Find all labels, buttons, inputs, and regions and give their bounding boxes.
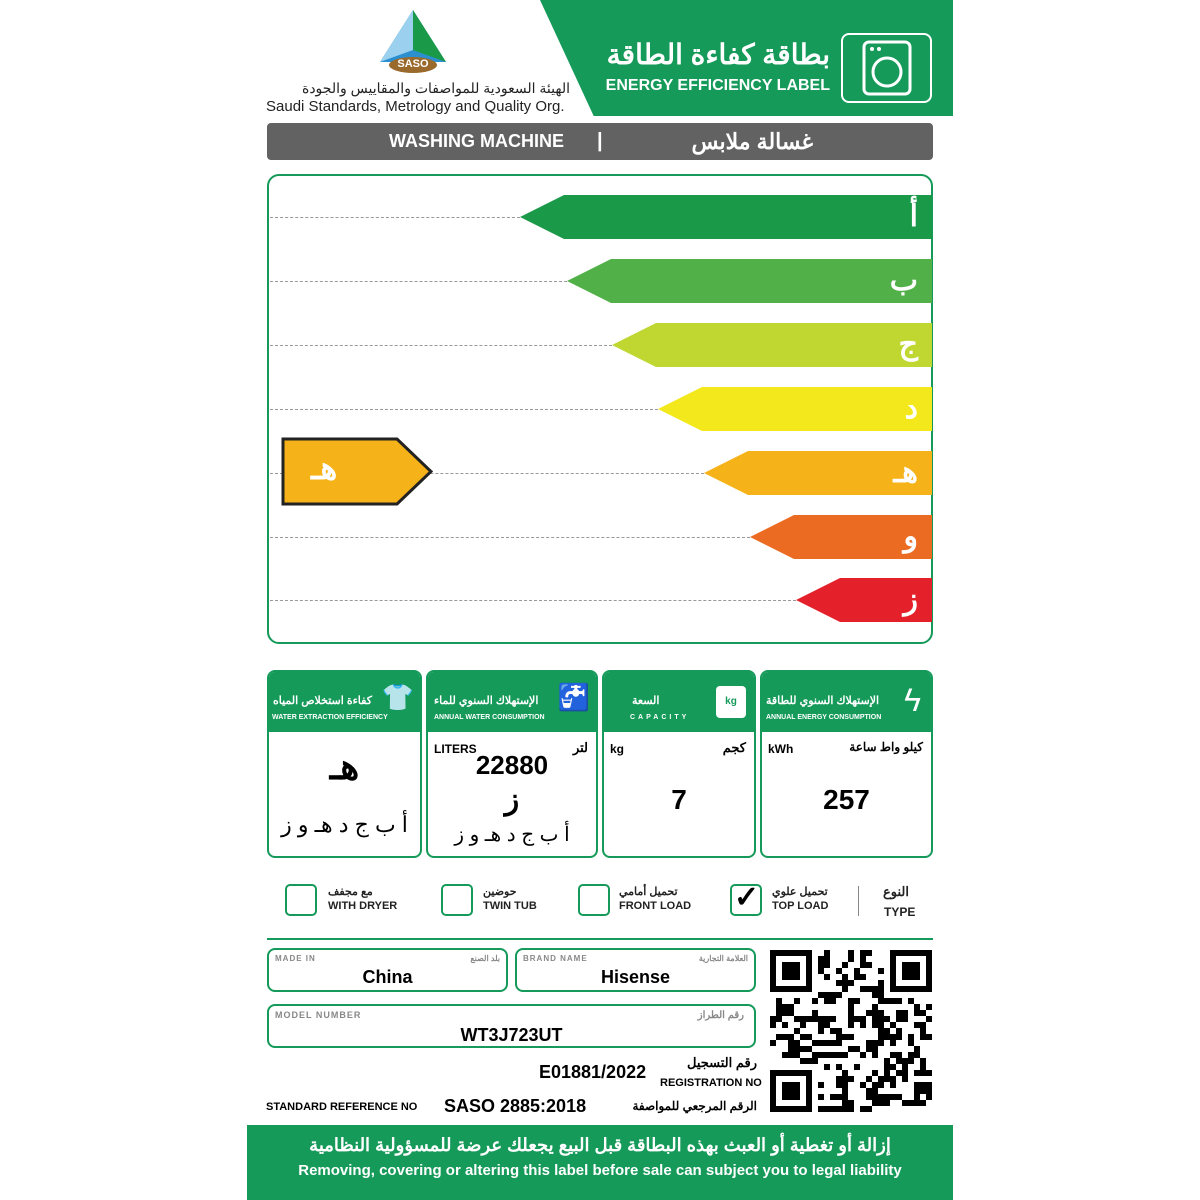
product-name-ar: غسالة ملابس bbox=[691, 128, 813, 154]
water-grade: ز bbox=[504, 783, 520, 816]
type-label-en: TWIN TUB bbox=[483, 900, 537, 912]
qr-code[interactable] bbox=[770, 950, 932, 1112]
type-label-en: TYPE bbox=[884, 905, 916, 919]
type-label-ar: مع مجفف bbox=[328, 886, 373, 898]
shirt-drop-icon: 👕 bbox=[381, 682, 414, 712]
water-scale: أ ب ج د هـ و ز bbox=[454, 824, 570, 846]
legal-footer: إزالة أو تغطية أو العبث بهذه البطاقة قبل… bbox=[247, 1125, 953, 1200]
made-in-field: MADE IN بلد الصنع China bbox=[267, 948, 508, 992]
efficiency-scale bbox=[267, 174, 933, 644]
grade-guide-line bbox=[270, 537, 750, 538]
card-title-ar: الإستهلاك السنوي للطاقة bbox=[766, 695, 880, 707]
standard-label-ar: الرقم المرجعي للمواصفة bbox=[632, 1099, 757, 1113]
label-title-ar: بطاقة كفاءة الطاقة bbox=[606, 39, 830, 70]
grade-guide-line bbox=[270, 281, 567, 282]
tshirt-kg-icon: kg bbox=[716, 686, 746, 718]
card-capacity: السعة CAPACITY kg kg كجم 7 bbox=[602, 670, 756, 858]
type-label-en: WITH DRYER bbox=[328, 900, 398, 912]
registration-label-en: REGISTRATION NO bbox=[660, 1077, 762, 1089]
lightning-icon: ϟ bbox=[904, 682, 921, 718]
check-icon: ✓ bbox=[734, 881, 760, 914]
product-band: WASHING MACHINE | غسالة ملابس bbox=[267, 123, 933, 160]
grade-bar: هـ bbox=[704, 451, 932, 495]
water-value: 22880 bbox=[475, 750, 549, 780]
field-label-ar: رقم الطراز bbox=[697, 1010, 744, 1021]
grade-guide-line bbox=[270, 409, 658, 410]
card-title-ar: السعة bbox=[632, 695, 660, 707]
unit-en: kWh bbox=[768, 742, 794, 756]
grade-guide-line bbox=[270, 217, 520, 218]
field-label-ar: بلد الصنع bbox=[470, 954, 500, 963]
water-tap-icon: 🚰 bbox=[557, 682, 590, 712]
type-checkbox[interactable] bbox=[578, 884, 610, 916]
registration-value: E01881/2022 bbox=[539, 1062, 647, 1082]
type-label-en: FRONT LOAD bbox=[619, 900, 692, 912]
field-label-ar: العلامة التجارية bbox=[698, 954, 748, 963]
grade-guide-line bbox=[270, 600, 796, 601]
field-label-en: MODEL NUMBER bbox=[275, 1010, 362, 1020]
energy-value: 257 bbox=[823, 784, 870, 815]
type-divider bbox=[858, 886, 859, 916]
type-label-ar: تحميل علوي bbox=[772, 886, 828, 898]
grade-bar: ب bbox=[567, 259, 932, 303]
unit-en: LITERS bbox=[434, 742, 477, 756]
card-title-en: CAPACITY bbox=[630, 714, 690, 721]
extraction-grade: هـ bbox=[329, 746, 360, 787]
product-separator: | bbox=[597, 130, 603, 152]
card-title-ar: الإستهلاك السنوي للماء bbox=[434, 695, 539, 707]
model-value: WT3J723UT bbox=[460, 1025, 563, 1045]
card-water-extraction: كفاءة استخلاص المياه WATER EXTRACTION EF… bbox=[267, 670, 422, 858]
type-checkbox[interactable]: ✓ bbox=[730, 881, 762, 916]
saso-logo: SASO bbox=[378, 10, 448, 76]
model-field: MODEL NUMBER رقم الطراز WT3J723UT bbox=[267, 1004, 756, 1048]
grade-bar: و bbox=[750, 515, 932, 559]
standard-value: SASO 2885:2018 bbox=[444, 1096, 587, 1116]
type-checkbox[interactable] bbox=[441, 884, 473, 916]
org-name-en: Saudi Standards, Metrology and Quality O… bbox=[266, 98, 565, 115]
card-title-en: WATER EXTRACTION EFFICIENCY bbox=[272, 714, 388, 721]
label-title-en: ENERGY EFFICIENCY LABEL bbox=[605, 77, 830, 94]
logo-text: SASO bbox=[397, 58, 429, 70]
type-label-ar: النوع bbox=[883, 884, 909, 899]
unit-ar: لتر bbox=[572, 740, 588, 755]
extraction-scale: أ ب ج د هـ و ز bbox=[281, 812, 408, 837]
registration-label-ar: رقم التسجيل bbox=[686, 1055, 757, 1070]
footer-en: Removing, covering or altering this labe… bbox=[298, 1162, 902, 1179]
brand-value: Hisense bbox=[600, 967, 671, 987]
made-in-value: China bbox=[362, 967, 413, 987]
grade-bar: أ bbox=[520, 195, 932, 239]
brand-field: BRAND NAME العلامة التجارية Hisense bbox=[515, 948, 756, 992]
type-label-ar: حوضين bbox=[483, 886, 517, 898]
field-label-en: BRAND NAME bbox=[523, 954, 588, 963]
field-label-en: MADE IN bbox=[275, 954, 316, 963]
card-water-consumption: الإستهلاك السنوي للماء ANNUAL WATER CONS… bbox=[426, 670, 598, 858]
card-title-en: ANNUAL WATER CONSUMPTION bbox=[434, 714, 545, 721]
washing-machine-icon bbox=[841, 33, 932, 103]
org-name-ar: الهيئة السعودية للمواصفات والمقاييس والج… bbox=[301, 80, 570, 96]
grade-guide-line bbox=[270, 473, 704, 474]
card-title-en: ANNUAL ENERGY CONSUMPTION bbox=[766, 714, 882, 721]
card-energy-consumption: الإستهلاك السنوي للطاقة ANNUAL ENERGY CO… bbox=[760, 670, 933, 858]
rating-indicator-label: هـ bbox=[311, 450, 338, 486]
unit-ar: كجم bbox=[722, 740, 746, 755]
capacity-value: 7 bbox=[671, 784, 687, 815]
grade-bar: ج bbox=[612, 323, 932, 367]
type-label-en: TOP LOAD bbox=[772, 900, 829, 912]
rating-indicator: هـ bbox=[281, 437, 434, 506]
card-title-ar: كفاءة استخلاص المياه bbox=[273, 695, 372, 707]
type-checkbox[interactable] bbox=[285, 884, 317, 916]
standard-label-en: STANDARD REFERENCE NO bbox=[266, 1101, 418, 1113]
grade-bar: د bbox=[658, 387, 932, 431]
footer-ar: إزالة أو تغطية أو العبث بهذه البطاقة قبل… bbox=[309, 1135, 891, 1155]
grade-guide-line bbox=[270, 345, 612, 346]
unit-en: kg bbox=[610, 742, 625, 756]
unit-ar: كيلو واط ساعة bbox=[849, 740, 923, 754]
product-name-en: WASHING MACHINE bbox=[389, 131, 564, 151]
divider bbox=[267, 938, 933, 940]
type-label-ar: تحميل أمامي bbox=[619, 886, 678, 898]
